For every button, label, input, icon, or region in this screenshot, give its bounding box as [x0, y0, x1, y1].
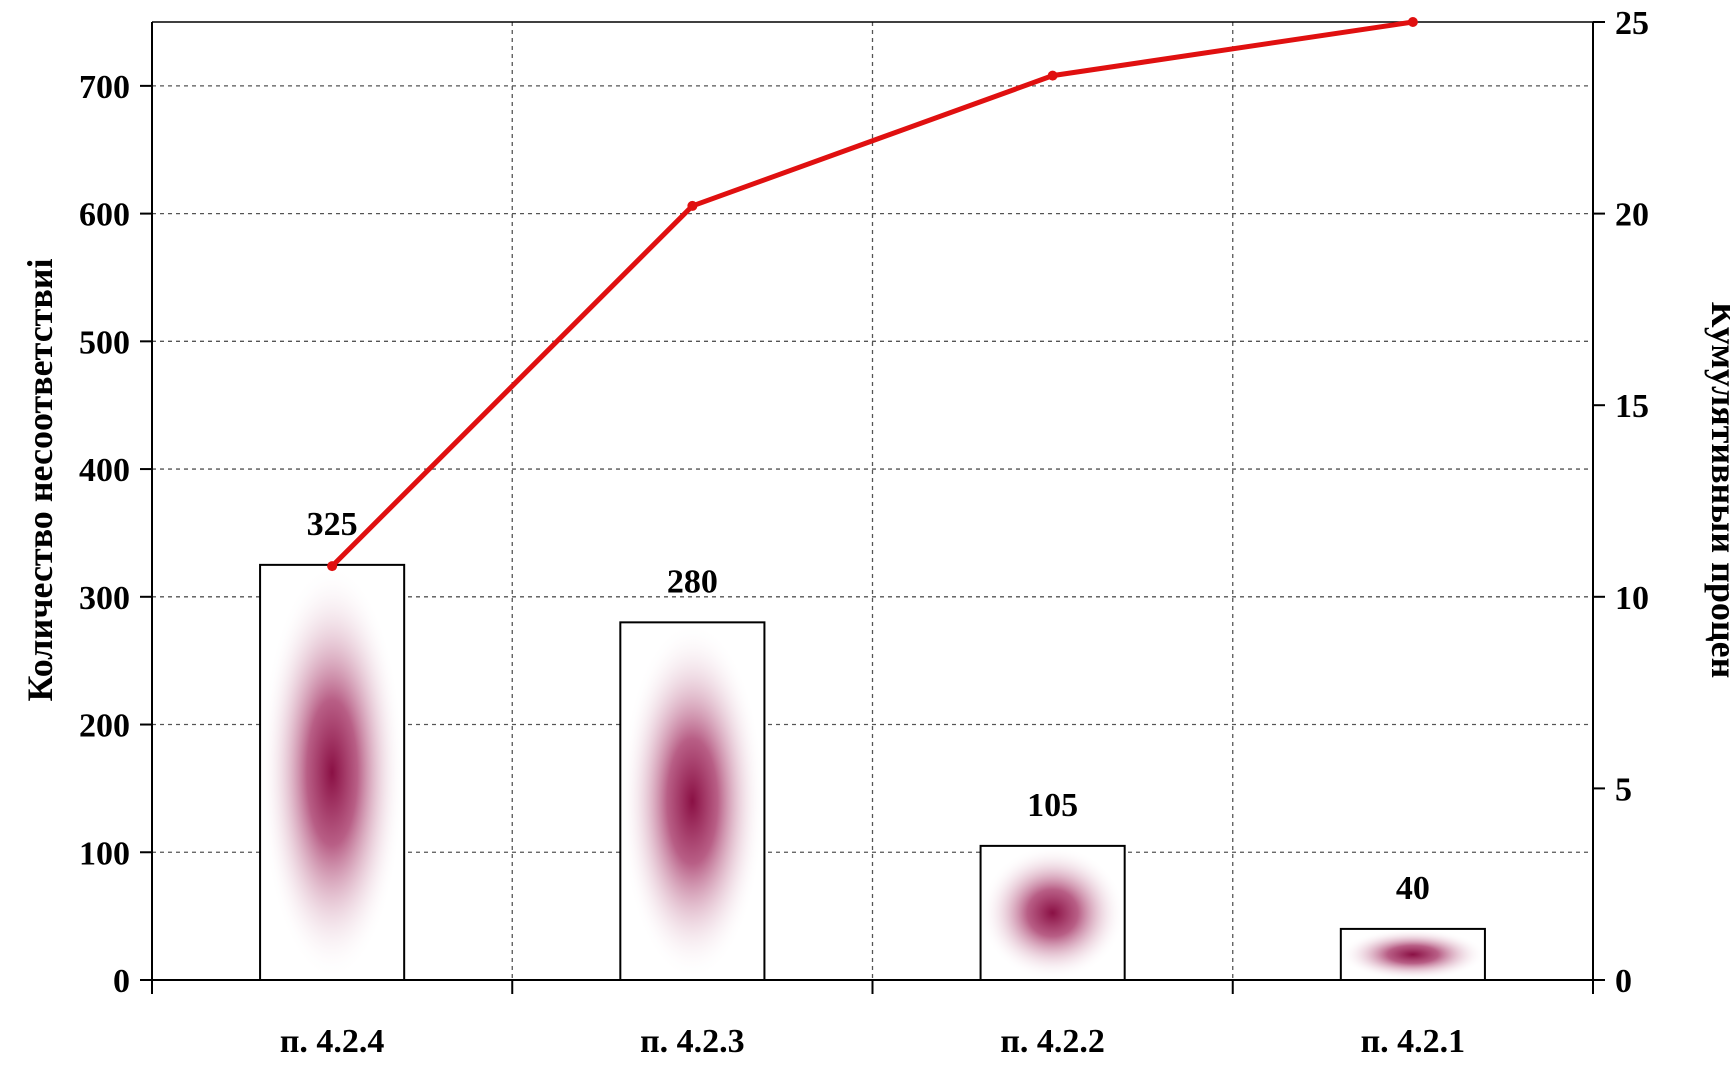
bar-data-label: 40: [1396, 870, 1430, 907]
y-tick-label: 400: [79, 452, 130, 489]
y2-tick-label: 5: [1615, 771, 1632, 808]
y-tick-label: 200: [79, 708, 130, 745]
y2-tick-label: 10: [1615, 580, 1649, 617]
y-tick-label: 100: [79, 835, 130, 872]
line-point: [1047, 70, 1058, 81]
bar-outline: [619, 621, 766, 981]
bar-data-label: 105: [1027, 787, 1078, 824]
y-tick-label: 600: [79, 197, 130, 234]
bar-fill: [260, 564, 405, 980]
y-tick-label: 0: [113, 963, 130, 1000]
bar-outline: [979, 844, 1126, 981]
bar: [619, 621, 766, 981]
bar-data-label: 325: [307, 506, 358, 543]
y2-tick-label: 0: [1615, 963, 1632, 1000]
y2-tick-label: 25: [1615, 5, 1649, 42]
y-tick-label: 500: [79, 324, 130, 361]
bar-fill: [980, 845, 1125, 980]
x-category-label: п. 4.2.1: [1361, 1023, 1466, 1060]
bar-outline: [1339, 927, 1486, 982]
y-axis-title: Количество несоответствиі: [20, 258, 60, 701]
cumulative-polyline: [330, 19, 1414, 568]
bar-fill: [1340, 928, 1485, 980]
y2-axis-title: Кумулятивный процен: [1704, 302, 1730, 679]
bar-fill: [620, 622, 765, 980]
line-point: [1407, 17, 1418, 27]
cumulative-line: [327, 17, 1418, 572]
x-category-label: п. 4.2.2: [1000, 1023, 1105, 1060]
line-point: [687, 200, 698, 211]
x-category-label: п. 4.2.4: [280, 1023, 385, 1060]
labels: 0 100 200 300 400 500 600 700 0 5 10 15 20 25 325 280 10…: [79, 5, 1649, 1060]
bars: [259, 563, 1486, 982]
y2-tick-label: 20: [1615, 197, 1649, 234]
x-category-label: п. 4.2.3: [640, 1023, 745, 1060]
y-tick-label: 700: [79, 69, 130, 106]
bar: [1339, 927, 1486, 982]
bar-data-label: 280: [667, 563, 718, 600]
bar: [259, 563, 406, 981]
y-tick-label: 300: [79, 580, 130, 617]
bar: [979, 844, 1126, 981]
line-point: [327, 561, 338, 572]
y2-tick-label: 15: [1615, 388, 1649, 425]
